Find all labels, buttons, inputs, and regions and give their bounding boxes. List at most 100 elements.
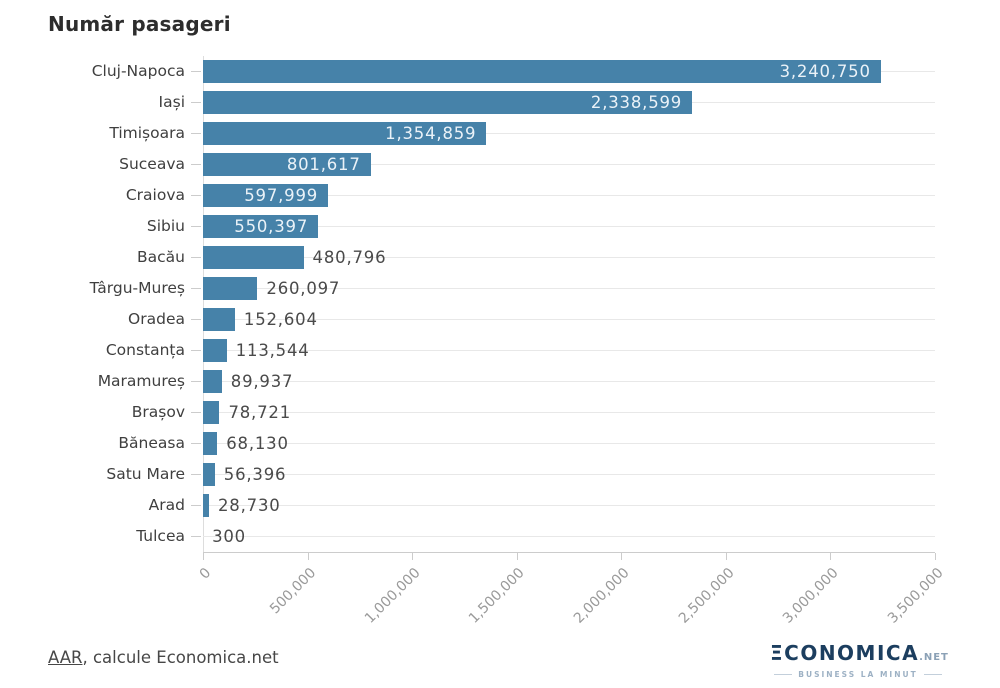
category-tick <box>185 397 203 428</box>
category-tick <box>185 149 203 180</box>
category-tick <box>185 211 203 242</box>
x-axis-line <box>203 552 935 553</box>
logo-tagline: BUSINESS LA MINUT <box>770 670 946 679</box>
x-tick-mark <box>935 553 936 560</box>
value-label: 56,396 <box>223 465 287 484</box>
category-tick <box>185 118 203 149</box>
chart-title: Număr pasageri <box>48 12 231 36</box>
category-label: Bacău <box>137 248 185 266</box>
category-tick <box>185 521 203 552</box>
source-link[interactable]: AAR <box>48 648 83 667</box>
chart-row: Bacău 480,796 <box>48 242 952 273</box>
bar <box>203 91 693 114</box>
category-label: Târgu-Mureș <box>89 279 185 297</box>
bar <box>203 153 371 176</box>
chart-row: Brașov 78,721 <box>48 397 952 428</box>
category-label: Arad <box>148 496 185 514</box>
gridline <box>203 133 935 134</box>
x-tick-label: 3,500,000 <box>884 565 947 627</box>
category-label: Suceava <box>119 155 185 173</box>
gridline <box>203 164 935 165</box>
gridline <box>203 505 935 506</box>
x-tick-label: 3,000,000 <box>780 565 842 627</box>
gridline <box>203 319 935 320</box>
gridline <box>203 443 935 444</box>
category-label: Oradea <box>128 310 185 328</box>
chart-row: Suceava 801,617 <box>48 149 952 180</box>
row-plot-area: 113,544 <box>203 335 935 366</box>
x-tick-label: 1,500,000 <box>466 565 529 627</box>
economica-logo: ΞCONOMICA.NET BUSINESS LA MINUT <box>770 641 948 679</box>
value-label: 260,097 <box>266 279 341 298</box>
economica-wordmark: ΞCONOMICA.NET <box>770 641 948 668</box>
x-tick-label: 2,500,000 <box>675 565 738 627</box>
gridline <box>203 474 935 475</box>
row-plot-area: 300 <box>203 521 935 552</box>
row-plot-area: 260,097 <box>203 273 935 304</box>
gridline <box>203 536 935 537</box>
category-label: Craiova <box>125 186 185 204</box>
bar <box>203 122 487 145</box>
bar <box>203 246 304 269</box>
bar <box>203 401 220 424</box>
row-plot-area: 801,617 <box>203 149 935 180</box>
x-tick-label: 1,000,000 <box>361 565 424 627</box>
category-label: Tulcea <box>136 527 185 545</box>
bar <box>203 184 329 207</box>
x-axis-ticks: 0 500,000 1,000,000 1,500,000 2,000,000 2,500… <box>197 552 946 632</box>
row-plot-area: 550,397 <box>203 211 935 242</box>
logo-initial-glyph: Ξ <box>770 641 785 665</box>
bar <box>203 339 227 362</box>
chart-rows: Cluj-Napoca 3,240,750 Iași 2,338,599 Tim… <box>48 56 952 552</box>
value-label: 3,240,750 <box>779 62 871 81</box>
x-tick-label: 0 <box>196 565 215 583</box>
category-label: Cluj-Napoca <box>91 62 185 80</box>
x-tick-mark <box>830 553 832 560</box>
row-plot-area: 56,396 <box>203 459 935 490</box>
category-tick <box>185 366 203 397</box>
gridline <box>203 257 935 258</box>
category-tick <box>185 428 203 459</box>
category-tick <box>185 304 203 335</box>
x-tick-mark <box>621 553 623 560</box>
category-tick <box>185 242 203 273</box>
x-tick-mark <box>516 553 518 560</box>
chart-row: Satu Mare 56,396 <box>48 459 952 490</box>
row-plot-area: 1,354,859 <box>203 118 935 149</box>
value-label: 480,796 <box>312 248 387 267</box>
category-tick <box>185 459 203 490</box>
y-axis-line <box>203 56 204 559</box>
chart-row: Constanța 113,544 <box>48 335 952 366</box>
category-tick <box>185 335 203 366</box>
category-tick <box>185 87 203 118</box>
bar-chart: Cluj-Napoca 3,240,750 Iași 2,338,599 Tim… <box>48 56 952 627</box>
bar <box>203 494 209 517</box>
value-label: 597,999 <box>244 186 319 205</box>
category-label: Constanța <box>105 341 185 359</box>
value-label: 801,617 <box>286 155 361 174</box>
chart-row: Arad 28,730 <box>48 490 952 521</box>
x-tick-mark <box>203 553 204 560</box>
gridline <box>203 381 935 382</box>
bar <box>203 370 222 393</box>
value-label: 89,937 <box>230 372 294 391</box>
gridline <box>203 195 935 196</box>
x-tick-label: 2,000,000 <box>570 565 633 627</box>
value-label: 78,721 <box>228 403 291 422</box>
category-label: Brașov <box>131 403 185 421</box>
chart-row: Târgu-Mureș 260,097 <box>48 273 952 304</box>
bar <box>203 215 319 238</box>
x-tick-label: 500,000 <box>266 565 319 618</box>
value-label: 113,544 <box>235 341 310 360</box>
source-text: , calcule Economica.net <box>82 648 279 667</box>
bar <box>203 277 258 300</box>
value-label: 1,354,859 <box>385 124 477 143</box>
source-attribution: AAR, calcule Economica.net <box>48 648 279 667</box>
value-label: 152,604 <box>243 310 318 329</box>
chart-row: Iași 2,338,599 <box>48 87 952 118</box>
bar <box>203 308 235 331</box>
chart-row: Maramureș 89,937 <box>48 366 952 397</box>
bar <box>203 463 215 486</box>
category-label: Maramureș <box>97 372 185 390</box>
